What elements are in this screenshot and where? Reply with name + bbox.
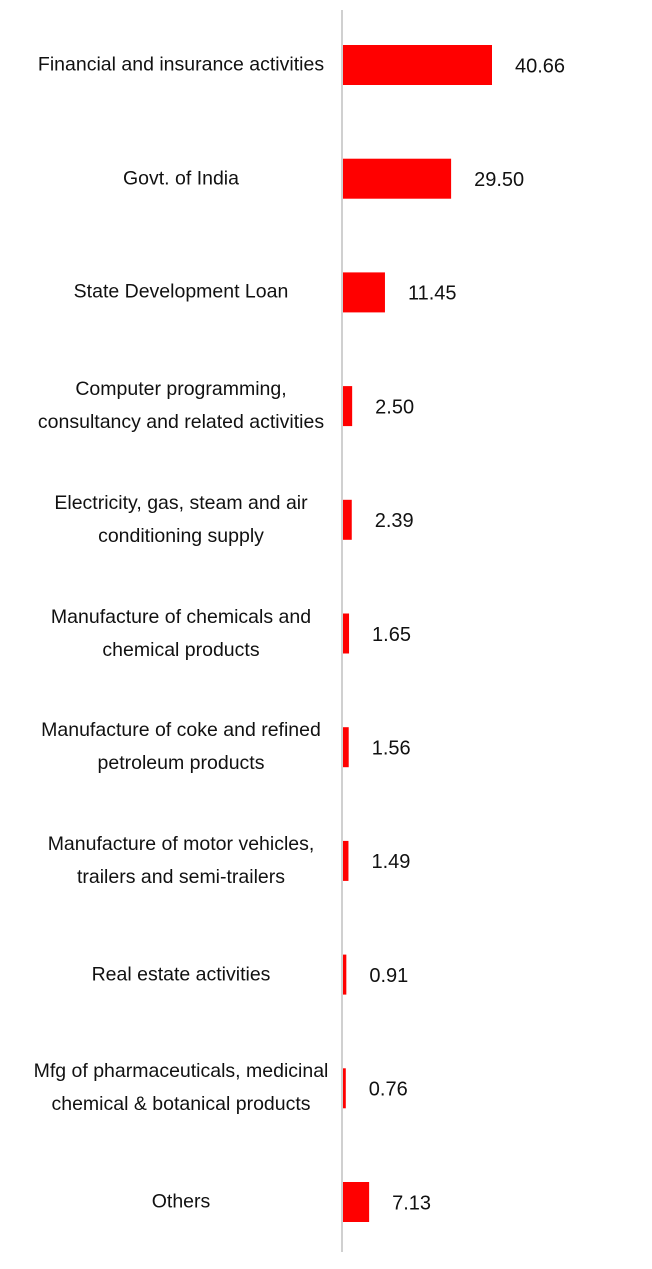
category-label: Mfg of pharmaceuticals, medicinal chemic… (33, 1060, 329, 1116)
category-label: Govt. of India (123, 167, 239, 190)
value-label: 11.45 (408, 283, 457, 305)
value-label: 0.76 (369, 1079, 408, 1101)
bar (343, 386, 353, 427)
value-label: 1.65 (372, 624, 411, 646)
bar (343, 499, 352, 540)
value-label: 0.91 (369, 965, 408, 987)
bar (343, 954, 347, 995)
category-label: Manufacture of motor vehicles, trailers … (47, 832, 315, 888)
value-label: 1.56 (372, 737, 411, 759)
category-label: Manufacture of coke and refined petroleu… (41, 719, 321, 775)
category-label: State Development Loan (73, 280, 289, 303)
bar (343, 272, 385, 313)
bar (343, 45, 492, 85)
category-label: Financial and insurance activities (37, 53, 325, 76)
bar (343, 613, 350, 654)
value-label: 40.66 (515, 55, 565, 77)
value-label: 7.13 (392, 1192, 431, 1214)
value-label: 2.50 (375, 396, 414, 418)
value-label: 2.39 (375, 510, 414, 532)
category-label: Others (151, 1190, 211, 1213)
value-label: 1.49 (371, 851, 410, 873)
category-label: Computer programming, consultancy and re… (37, 378, 325, 434)
category-label: Real estate activities (91, 963, 271, 986)
value-label: 29.50 (474, 169, 524, 191)
category-label: Electricity, gas, steam and air conditio… (54, 491, 308, 547)
bar (343, 1182, 370, 1222)
bar (343, 840, 349, 881)
bar (343, 1068, 346, 1109)
category-label: Manufacture of chemicals and chemical pr… (50, 605, 312, 661)
bar (343, 158, 452, 199)
bar (343, 727, 349, 768)
